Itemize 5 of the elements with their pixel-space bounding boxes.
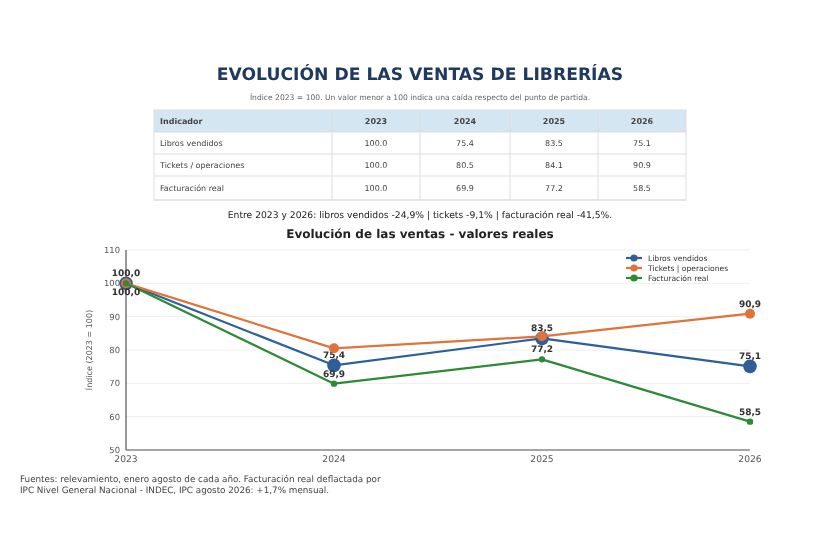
- point: [330, 380, 338, 387]
- text: EVOLUCIÓN DE LAS VENTAS DE LIBRERÍAS: [216, 64, 624, 86]
- point: [745, 308, 755, 319]
- point: [538, 356, 546, 363]
- point: [746, 418, 754, 425]
